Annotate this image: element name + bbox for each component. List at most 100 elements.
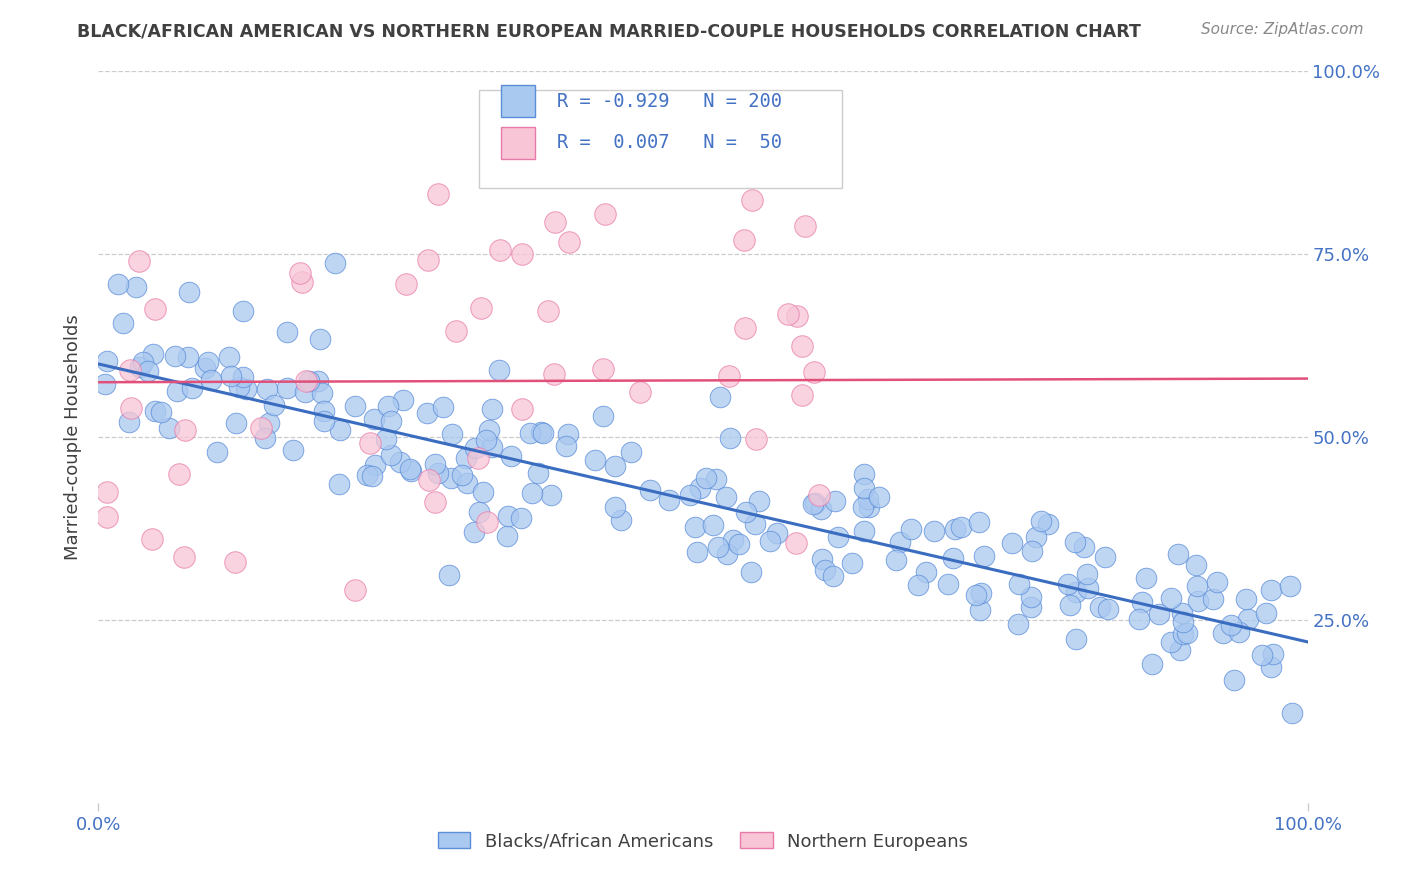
Point — [173, 550, 195, 565]
Point — [197, 354, 219, 368]
Point — [603, 500, 626, 514]
Point — [785, 536, 807, 550]
Text: R = -0.929   N = 200: R = -0.929 N = 200 — [557, 92, 782, 111]
Point — [1076, 567, 1098, 582]
Point — [328, 477, 350, 491]
Point — [965, 588, 987, 602]
Point — [1175, 626, 1198, 640]
Point — [889, 535, 911, 549]
Point — [276, 325, 298, 339]
Point — [423, 495, 446, 509]
Point — [735, 505, 758, 519]
Point — [605, 459, 627, 474]
Point — [592, 409, 614, 424]
Point — [689, 481, 711, 495]
Point — [218, 350, 240, 364]
Point — [1064, 584, 1087, 599]
Point — [721, 533, 744, 548]
Point — [543, 367, 565, 381]
Point — [141, 532, 163, 546]
Point — [1167, 547, 1189, 561]
Point — [294, 374, 316, 388]
Point — [344, 400, 367, 414]
Point — [858, 500, 880, 514]
Point — [364, 458, 387, 472]
Point — [814, 563, 837, 577]
Point — [1019, 600, 1042, 615]
Point — [803, 366, 825, 380]
Point — [470, 301, 492, 316]
Point — [741, 194, 763, 208]
Point — [249, 421, 271, 435]
Point — [803, 496, 825, 510]
Point — [392, 392, 415, 407]
Point — [142, 346, 165, 360]
Legend: Blacks/African Americans, Northern Europeans: Blacks/African Americans, Northern Europ… — [429, 823, 977, 860]
Point — [498, 509, 520, 524]
Point — [628, 385, 651, 400]
Point — [1260, 582, 1282, 597]
Point — [531, 425, 554, 440]
Point — [157, 421, 180, 435]
Point — [489, 243, 512, 257]
Point — [291, 275, 314, 289]
Point — [444, 324, 467, 338]
Point — [112, 316, 135, 330]
Point — [1064, 632, 1087, 646]
Point — [180, 381, 202, 395]
Point — [377, 399, 399, 413]
Point — [537, 303, 560, 318]
Point — [283, 442, 305, 457]
Point — [1173, 626, 1195, 640]
Point — [499, 449, 522, 463]
Point — [510, 247, 533, 261]
Point — [136, 364, 159, 378]
Point — [593, 207, 616, 221]
Point — [1149, 607, 1171, 621]
Point — [1260, 659, 1282, 673]
Point — [510, 401, 533, 416]
Point — [609, 513, 631, 527]
Point — [706, 540, 728, 554]
Point — [257, 416, 280, 430]
Point — [125, 280, 148, 294]
Text: BLACK/AFRICAN AMERICAN VS NORTHERN EUROPEAN MARRIED-COUPLE HOUSEHOLDS CORRELATIO: BLACK/AFRICAN AMERICAN VS NORTHERN EUROP… — [77, 22, 1142, 40]
Point — [325, 256, 347, 270]
Point — [1025, 530, 1047, 544]
Point — [886, 553, 908, 567]
Point — [440, 427, 463, 442]
Point — [96, 484, 118, 499]
Point — [530, 425, 553, 440]
Point — [415, 406, 437, 420]
Point — [1173, 615, 1195, 629]
Point — [456, 451, 478, 466]
Point — [1202, 592, 1225, 607]
Point — [1281, 706, 1303, 721]
Point — [1007, 616, 1029, 631]
Point — [118, 363, 141, 377]
Point — [922, 524, 945, 538]
Point — [129, 359, 152, 374]
Point — [733, 233, 755, 247]
Point — [969, 586, 991, 600]
Point — [853, 467, 876, 482]
Point — [128, 254, 150, 268]
Text: R =  0.007   N =  50: R = 0.007 N = 50 — [557, 134, 782, 153]
Point — [973, 549, 995, 563]
Point — [734, 320, 756, 334]
Point — [1094, 549, 1116, 564]
Point — [401, 464, 423, 478]
Point — [821, 569, 844, 583]
Point — [427, 186, 450, 201]
Point — [425, 457, 447, 471]
Point — [94, 377, 117, 392]
Point — [298, 374, 321, 388]
Point — [96, 510, 118, 524]
Point — [704, 472, 727, 486]
Point — [1063, 534, 1085, 549]
Point — [149, 404, 172, 418]
Point — [1220, 617, 1243, 632]
Point — [481, 440, 503, 454]
Point — [766, 526, 789, 541]
Point — [395, 277, 418, 291]
